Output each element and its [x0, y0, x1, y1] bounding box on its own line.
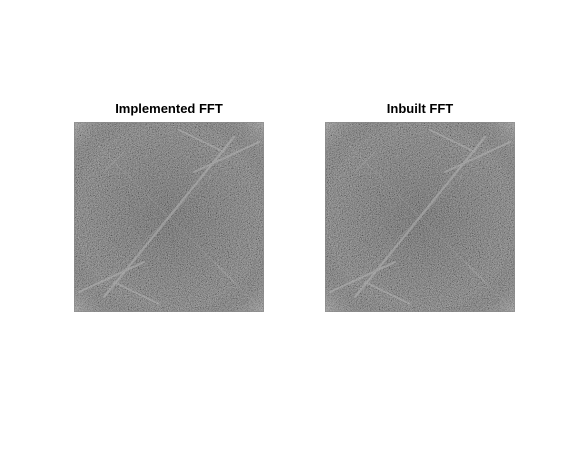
fft-magnitude-image-implemented [74, 122, 264, 312]
subplot-title-inbuilt-fft: Inbuilt FFT [386, 101, 454, 116]
fft-magnitude-image-inbuilt [325, 122, 515, 312]
fft-spectrum-svg-inbuilt [325, 122, 515, 312]
fft-spectrum-svg-implemented [74, 122, 264, 312]
subplot-title-implemented-fft: Implemented FFT [115, 101, 223, 116]
